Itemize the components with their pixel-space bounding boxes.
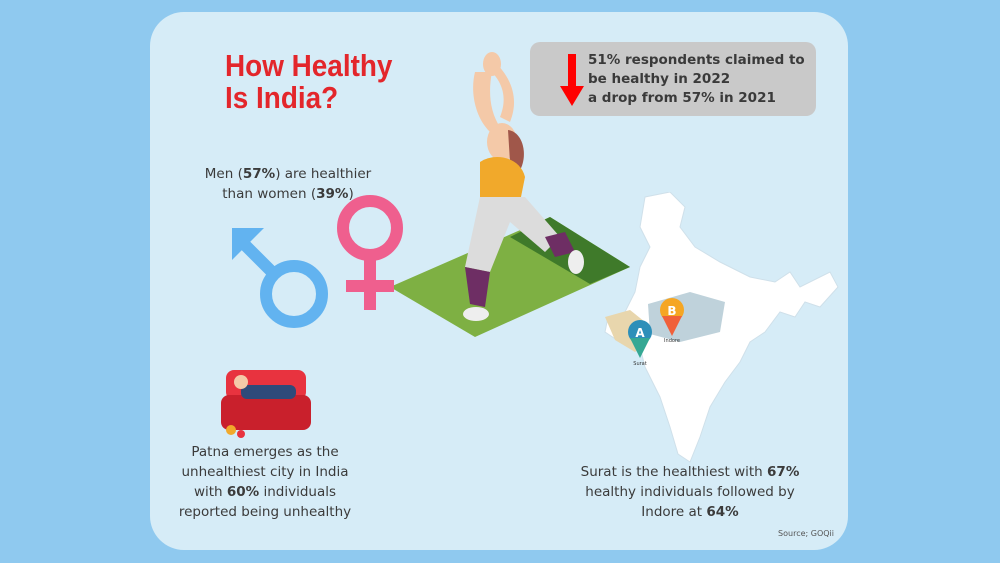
yoga-illustration [390, 52, 630, 337]
gender-text: Men (57%) are healthier than women (39%) [178, 164, 398, 204]
gender-line2-pre: than women ( [222, 186, 317, 202]
patna-line-2: unhealthiest city in India [181, 464, 349, 480]
pin-a-city: Surat [633, 361, 646, 367]
patna-post: individuals [259, 484, 337, 500]
indore-pre: Indore at [641, 504, 707, 520]
patna-text: Patna emerges as the unhealthiest city i… [160, 442, 370, 522]
source-note: Source; GOQii [778, 529, 834, 538]
patna-pct: 60% [226, 484, 260, 500]
women-pct: 39% [316, 186, 349, 202]
surat-pct: 67% [767, 464, 800, 480]
male-symbol-icon [232, 228, 328, 328]
surat-line-3: Indore at 64% [570, 502, 810, 522]
down-arrow-icon [560, 54, 584, 106]
pin-b [660, 298, 684, 336]
patna-line-4: reported being unhealthy [178, 504, 352, 520]
patna-line-1: Patna emerges as the [191, 444, 339, 460]
surat-pre: Surat is the healthiest with [580, 464, 768, 480]
surat-text: Surat is the healthiest with 67% healthy… [570, 462, 810, 522]
india-map: A Surat B Indore [604, 192, 839, 463]
pin-a-label: A [635, 326, 645, 340]
patna-line-3: with 60% individuals [160, 482, 370, 502]
title-line-2: Is India? [225, 80, 339, 115]
gender-post: ) [348, 186, 354, 202]
title-line-1: How Healthy [225, 48, 393, 83]
gender-line-1: Men (57%) are healthier [178, 164, 398, 184]
gender-pre: Men ( [204, 166, 243, 182]
gender-line-2: than women (39%) [178, 184, 398, 204]
female-symbol-icon [337, 195, 403, 310]
stat-text: 51% respondents claimed to be healthy in… [588, 52, 805, 106]
patna-pre: with [193, 484, 227, 500]
men-pct: 57% [242, 166, 276, 182]
pin-a [628, 320, 652, 358]
surat-line-1: Surat is the healthiest with 67% [570, 462, 810, 482]
page-title: How Healthy Is India? [225, 50, 392, 114]
infographic-card: How Healthy Is India? 51% respondents cl… [150, 12, 848, 550]
gender-mid: ) are healthier [275, 166, 372, 182]
couch-illustration [221, 370, 311, 438]
pin-b-city: Indore [664, 338, 680, 344]
surat-line-2: healthy individuals followed by [585, 484, 795, 500]
indore-pct: 64% [706, 504, 739, 520]
pin-b-label: B [667, 304, 676, 318]
stat-box: 51% respondents claimed to be healthy in… [530, 42, 816, 116]
